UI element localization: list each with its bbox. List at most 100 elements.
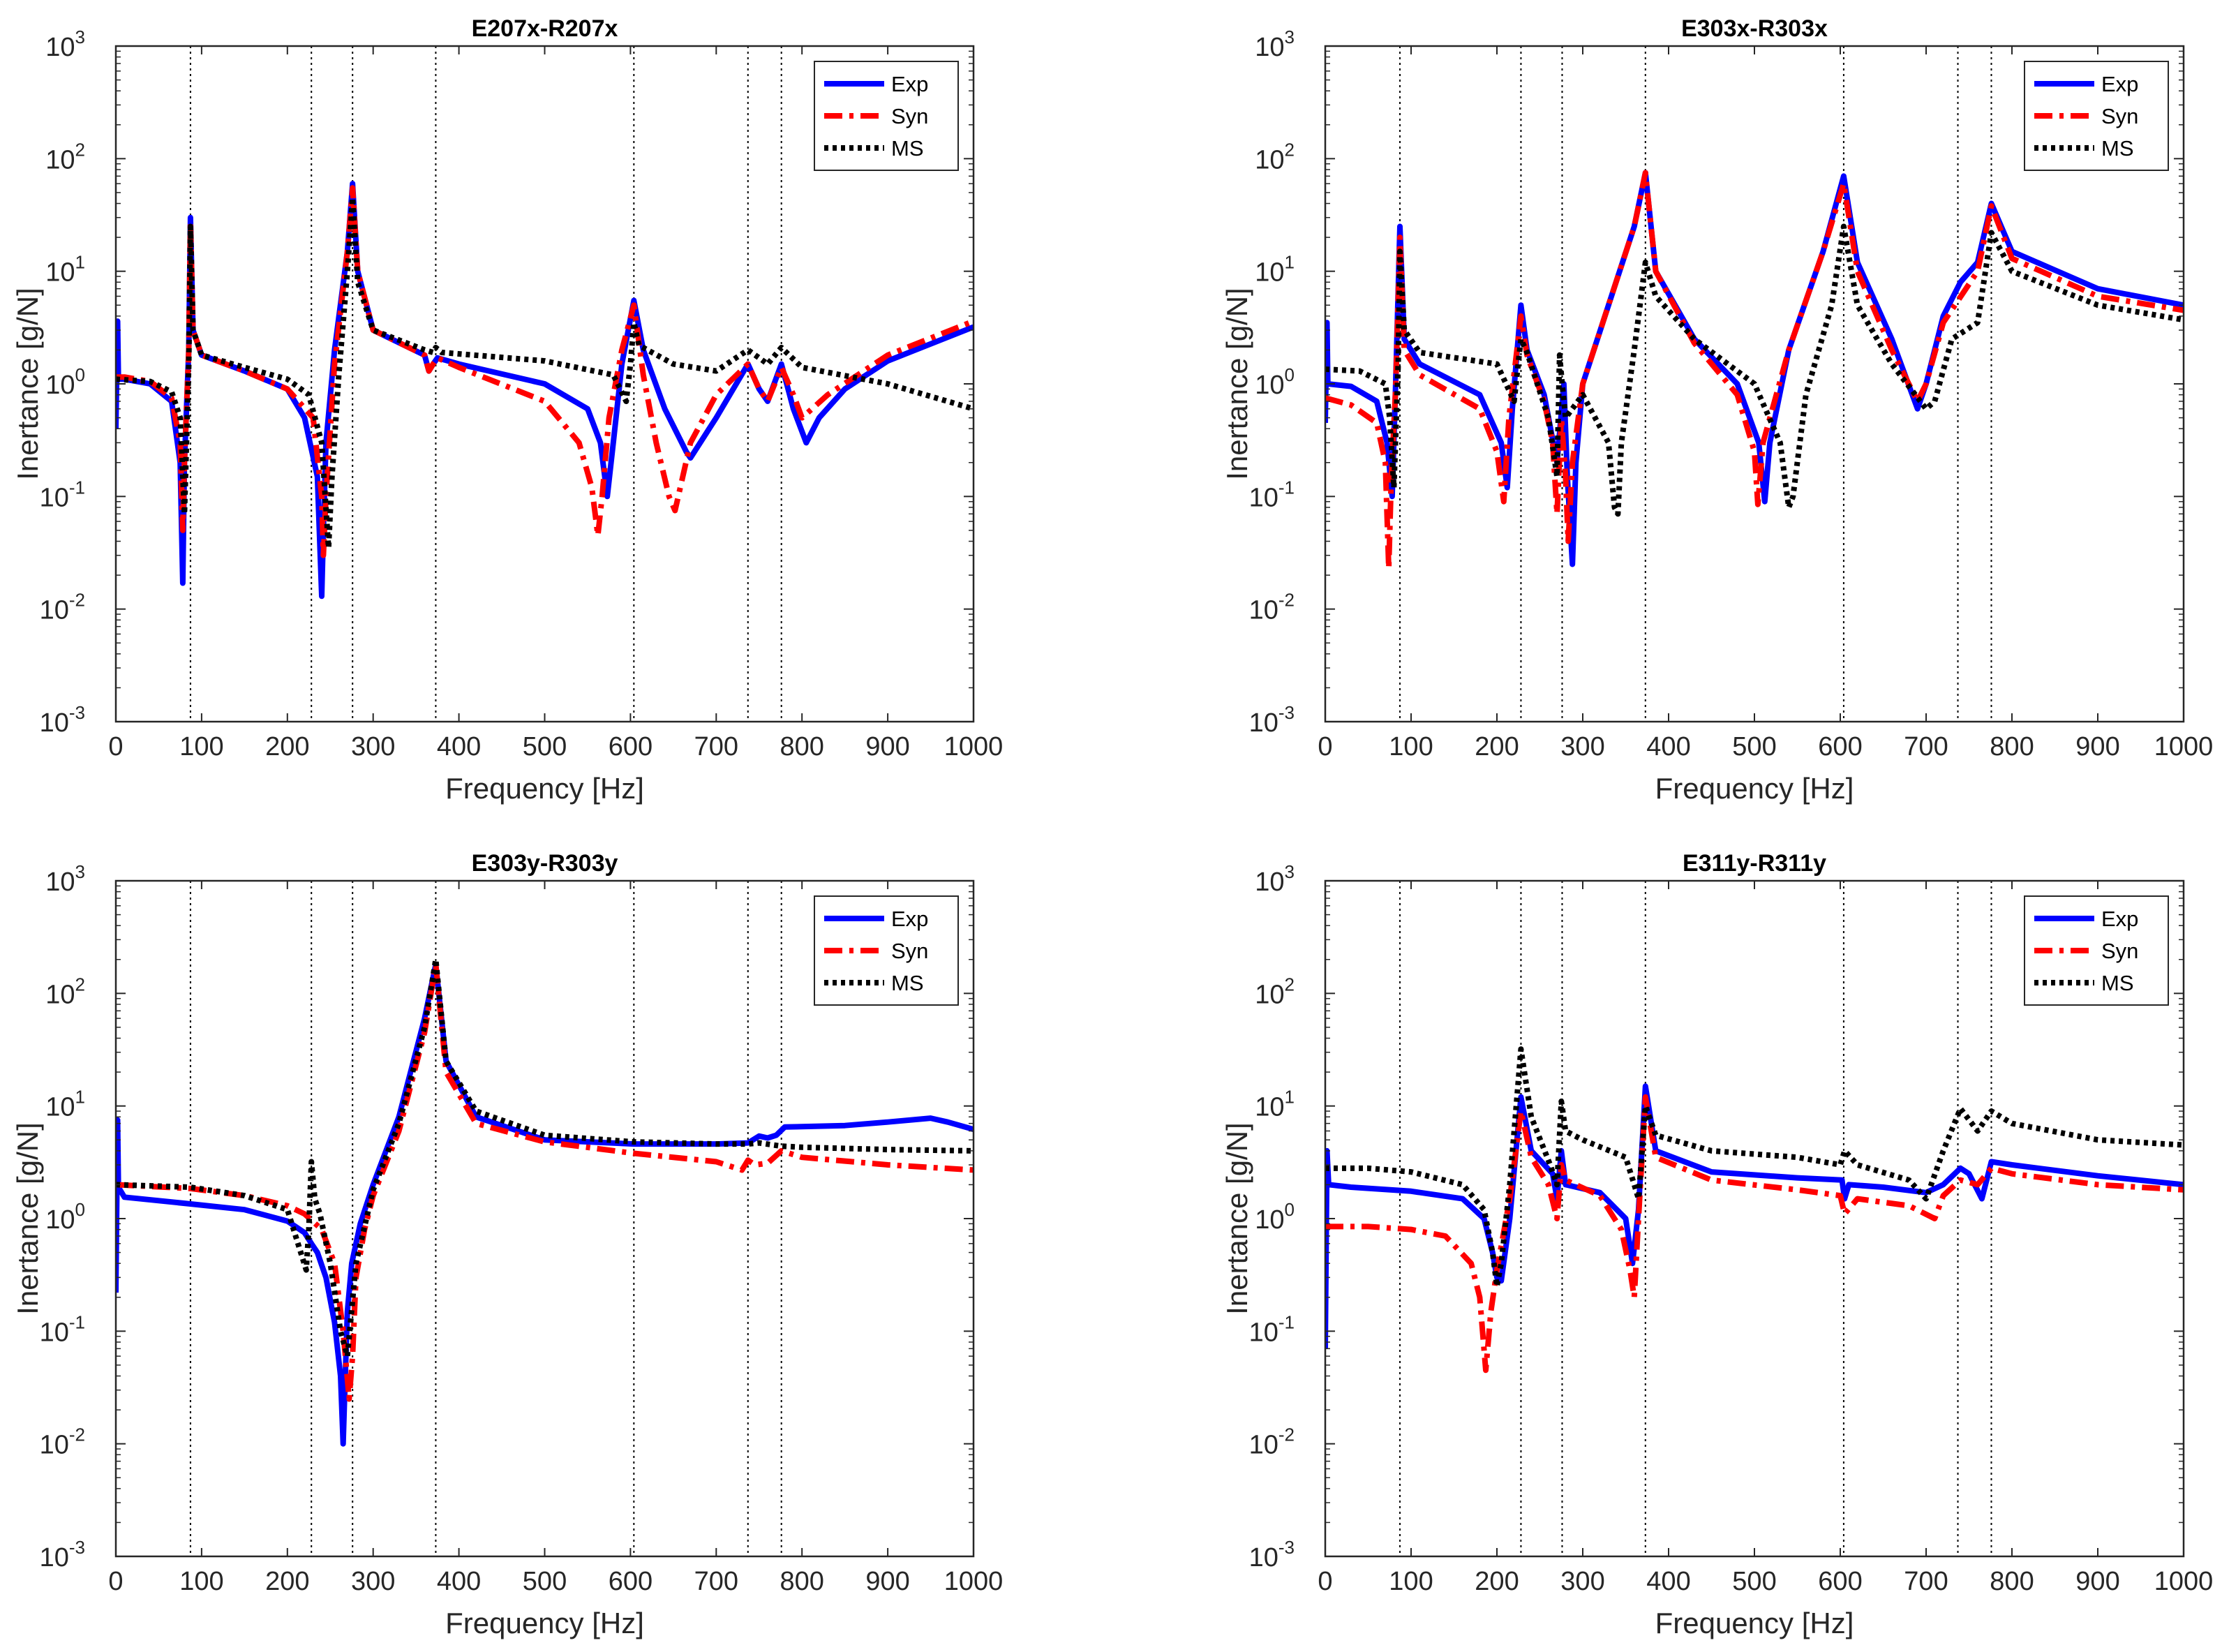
y-tick-label: 10-3 [1249, 702, 1295, 738]
y-tick-label: 101 [45, 1087, 85, 1122]
series-group [116, 181, 974, 600]
y-tick-label: 103 [1255, 861, 1295, 897]
legend-label-exp: Exp [2101, 72, 2138, 96]
x-tick-label: 600 [1818, 732, 1862, 761]
x-tick-label: 300 [351, 1567, 395, 1596]
legend-label-ms: MS [2101, 971, 2134, 995]
series-line-ms [116, 195, 974, 551]
y-tick-label: 101 [45, 252, 85, 288]
x-tick-label: 1000 [944, 1567, 1004, 1596]
x-tick-label: 600 [609, 732, 653, 761]
legend: Exp Syn MS [814, 61, 959, 171]
series-group [116, 956, 974, 1447]
y-tick-label: 100 [45, 1199, 85, 1235]
series-group [1325, 1046, 2184, 1374]
legend-label-ms: MS [891, 136, 924, 161]
y-tick-label: 10-1 [1249, 1311, 1295, 1347]
y-axis-label: Inertance [g/N] [11, 288, 44, 479]
x-tick-label: 0 [108, 732, 123, 761]
legend-label-exp: Exp [2101, 907, 2138, 931]
y-tick-label: 10-2 [1249, 1424, 1295, 1460]
x-tick-label: 900 [865, 1567, 909, 1596]
legend-label-syn: Syn [891, 104, 928, 128]
chart-title: E303y-R303y [472, 850, 618, 877]
x-tick-label: 400 [437, 732, 481, 761]
x-tick-label: 600 [1818, 1567, 1862, 1596]
legend-label-exp: Exp [891, 907, 928, 931]
x-axis-label: Frequency [Hz] [445, 772, 644, 805]
series-line-syn [1325, 1094, 2184, 1374]
y-axis-label: Inertance [g/N] [1221, 1122, 1253, 1314]
y-tick-label: 100 [1255, 364, 1295, 400]
x-tick-label: 400 [1646, 732, 1690, 761]
chart-panel-1: 0 100 200 300 400 500 600 700 800 900 1000 10-3 10-2… [11, 15, 1003, 805]
legend-label-ms: MS [2101, 136, 2134, 161]
legend-label-syn: Syn [2101, 939, 2138, 963]
x-tick-label: 100 [1389, 1567, 1433, 1596]
y-tick-label: 10-1 [40, 477, 85, 512]
x-tick-label: 800 [780, 1567, 823, 1596]
y-tick-label: 100 [45, 364, 85, 400]
x-axis-label: Frequency [Hz] [1655, 772, 1854, 805]
chart-panel-3: 0 100 200 300 400 500 600 700 800 900 1000 10-3 10-2… [11, 850, 1003, 1639]
x-tick-label: 500 [523, 1567, 567, 1596]
legend-label-exp: Exp [891, 72, 928, 96]
x-tick-label: 800 [1990, 732, 2034, 761]
x-axis-label: Frequency [Hz] [1655, 1607, 1854, 1639]
x-tick-label: 100 [1389, 732, 1433, 761]
y-axis-label: Inertance [g/N] [1221, 288, 1253, 479]
x-tick-label: 900 [865, 732, 909, 761]
legend: Exp Syn MS [814, 895, 959, 1006]
x-tick-label: 100 [179, 732, 223, 761]
x-tick-label: 400 [437, 1567, 481, 1596]
x-tick-label: 900 [2075, 732, 2119, 761]
x-tick-label: 0 [1318, 1567, 1332, 1596]
y-tick-label: 102 [1255, 139, 1295, 174]
y-tick-label: 103 [45, 861, 85, 897]
x-tick-label: 800 [780, 732, 823, 761]
legend-label-syn: Syn [891, 939, 928, 963]
series-line-exp [116, 962, 974, 1447]
x-tick-label: 500 [523, 732, 567, 761]
x-tick-label: 500 [1732, 732, 1776, 761]
y-tick-label: 100 [1255, 1199, 1295, 1235]
x-tick-label: 0 [1318, 732, 1332, 761]
y-tick-label: 10-3 [40, 1537, 85, 1572]
x-tick-label: 300 [1560, 732, 1604, 761]
series-line-ms [1325, 1046, 2184, 1290]
x-tick-label: 600 [609, 1567, 653, 1596]
x-tick-label: 500 [1732, 1567, 1776, 1596]
x-tick-label: 900 [2075, 1567, 2119, 1596]
chart-panel-4: 0 100 200 300 400 500 600 700 800 900 1000 10-3 10-2… [1221, 850, 2213, 1639]
y-tick-label: 10-2 [40, 1424, 85, 1460]
x-tick-label: 200 [1475, 732, 1519, 761]
x-tick-label: 700 [1904, 732, 1948, 761]
legend: Exp Syn MS [2024, 895, 2169, 1006]
series-line-ms [116, 956, 974, 1360]
x-tick-label: 0 [108, 1567, 123, 1596]
x-tick-label: 300 [1560, 1567, 1604, 1596]
x-axis-label: Frequency [Hz] [445, 1607, 644, 1639]
series-line-syn [116, 185, 974, 558]
y-tick-label: 10-3 [1249, 1537, 1295, 1572]
series-line-syn [116, 962, 974, 1402]
y-tick-label: 103 [1255, 27, 1295, 62]
y-tick-label: 102 [45, 974, 85, 1009]
y-tick-label: 10-1 [1249, 477, 1295, 512]
y-axis-label: Inertance [g/N] [11, 1122, 44, 1314]
x-tick-label: 700 [1904, 1567, 1948, 1596]
y-tick-label: 10-2 [1249, 590, 1295, 625]
x-tick-label: 1000 [944, 732, 1004, 761]
chart-title: E207x-R207x [472, 15, 618, 42]
x-tick-label: 200 [265, 1567, 309, 1596]
chart-title: E311y-R311y [1683, 850, 1826, 877]
series-group [1325, 170, 2184, 572]
legend-label-syn: Syn [2101, 104, 2138, 128]
chart-panel-2: 0 100 200 300 400 500 600 700 800 900 1000 10-3 10-2… [1221, 15, 2213, 805]
legend-label-ms: MS [891, 971, 924, 995]
x-tick-label: 700 [694, 1567, 738, 1596]
y-tick-label: 101 [1255, 1087, 1295, 1122]
x-tick-label: 1000 [2154, 1567, 2214, 1596]
y-tick-label: 101 [1255, 252, 1295, 288]
